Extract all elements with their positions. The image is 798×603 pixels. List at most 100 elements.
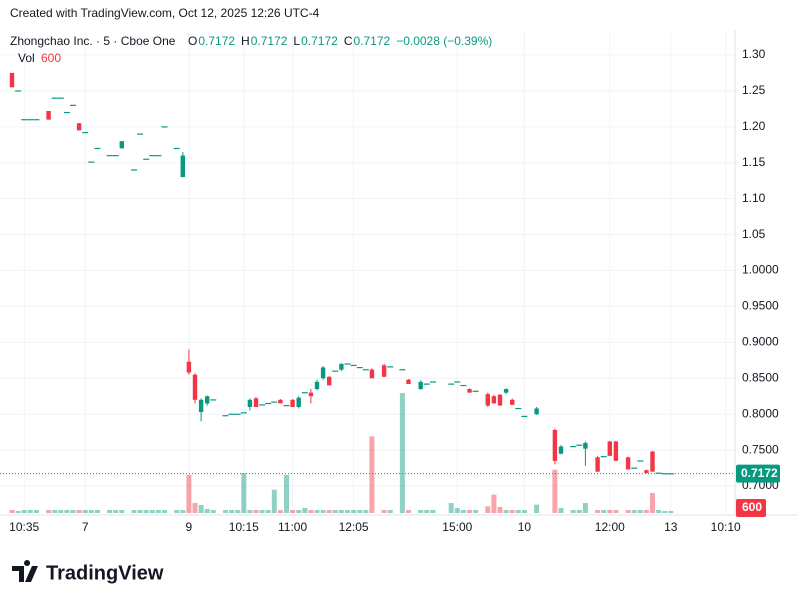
volume-bar bbox=[418, 510, 424, 513]
candle-body bbox=[631, 467, 638, 469]
volume-bar bbox=[637, 510, 643, 513]
volume-bar bbox=[137, 510, 143, 513]
volume-bar bbox=[76, 510, 82, 513]
candle-body bbox=[650, 451, 655, 472]
volume-bar bbox=[369, 436, 375, 513]
candle-body bbox=[15, 90, 22, 92]
candle-body bbox=[198, 399, 204, 413]
y-tick-label: 1.20 bbox=[742, 119, 766, 133]
candle-body bbox=[112, 155, 119, 157]
volume-bar bbox=[21, 510, 27, 513]
candle-body bbox=[661, 473, 668, 475]
y-tick-label: 0.9500 bbox=[742, 299, 779, 313]
x-tick-label: 10 bbox=[518, 520, 532, 534]
volume-bar bbox=[515, 510, 521, 513]
legend-value: 0.7172 bbox=[251, 34, 288, 48]
candle-body bbox=[228, 413, 235, 415]
candle-body bbox=[51, 97, 58, 99]
volume-bar bbox=[186, 475, 192, 513]
x-tick-label: 12:00 bbox=[595, 520, 625, 534]
volume-bar bbox=[296, 510, 302, 513]
candle-body bbox=[222, 415, 229, 417]
volume-bar bbox=[467, 510, 472, 513]
volume-bar bbox=[174, 510, 180, 513]
candle-body bbox=[161, 126, 168, 128]
volume-bar bbox=[650, 493, 655, 513]
volume-bar bbox=[454, 508, 460, 513]
candle-body bbox=[356, 366, 363, 369]
candle-body bbox=[106, 155, 113, 157]
volume-bar bbox=[235, 510, 241, 513]
candle-body bbox=[387, 366, 394, 368]
candle-body bbox=[644, 470, 649, 474]
candle-body bbox=[534, 408, 539, 415]
candle-body bbox=[283, 405, 290, 407]
created-note: Created with TradingView.com, Oct 12, 20… bbox=[10, 6, 320, 20]
candle-body bbox=[149, 155, 156, 157]
y-tick-label: 1.25 bbox=[742, 83, 766, 97]
y-tick-label: 1.10 bbox=[742, 191, 766, 205]
candle-body bbox=[21, 119, 28, 121]
candle-body bbox=[491, 396, 497, 404]
volume-bar bbox=[107, 510, 113, 513]
volume-bar bbox=[381, 510, 387, 513]
volume-bar bbox=[259, 510, 265, 513]
x-tick-label: 7 bbox=[82, 520, 89, 534]
volume-bar bbox=[155, 510, 161, 513]
candle-body bbox=[192, 374, 198, 400]
candle-body bbox=[88, 161, 95, 163]
volume-bar bbox=[210, 510, 216, 513]
volume-bar bbox=[662, 511, 668, 513]
volume-bar bbox=[204, 509, 210, 513]
volume-bar bbox=[131, 510, 137, 513]
candle-body bbox=[655, 472, 662, 474]
legend-value: 0.7172 bbox=[198, 34, 235, 48]
volume-bar bbox=[503, 510, 509, 513]
candle-body bbox=[278, 399, 283, 404]
volume-bar bbox=[70, 510, 76, 513]
candle-body bbox=[423, 383, 430, 385]
volume-bar bbox=[509, 510, 515, 513]
candle-body bbox=[613, 441, 619, 461]
volume-bar bbox=[290, 510, 296, 513]
volume-bar bbox=[314, 510, 320, 513]
candle-body bbox=[180, 155, 185, 178]
volume-bar bbox=[643, 510, 649, 513]
volume-bar bbox=[253, 510, 259, 513]
candle-body bbox=[57, 97, 64, 99]
volume-bar bbox=[351, 510, 357, 513]
volume-bar bbox=[595, 510, 601, 513]
volume-bar bbox=[94, 510, 100, 513]
volume-bar bbox=[302, 508, 308, 513]
candle-body bbox=[583, 442, 588, 449]
candle-body bbox=[186, 361, 192, 373]
y-tick-label: 1.0000 bbox=[742, 263, 779, 277]
candle-body bbox=[143, 158, 150, 160]
volume-bar bbox=[521, 510, 527, 513]
volume-bar bbox=[491, 494, 497, 513]
last-volume-label: 600 bbox=[742, 500, 762, 514]
volume-bar bbox=[558, 508, 564, 513]
volume-bar bbox=[247, 510, 253, 513]
candle-body bbox=[625, 457, 631, 470]
volume-bar bbox=[485, 506, 491, 513]
candle-body bbox=[234, 413, 241, 415]
candle-body bbox=[460, 384, 467, 387]
candle-body bbox=[33, 119, 40, 121]
candle-body bbox=[552, 429, 558, 461]
volume-bar bbox=[88, 510, 94, 513]
candle-body bbox=[290, 399, 295, 408]
logo: TradingView bbox=[12, 560, 164, 584]
marks bbox=[0, 72, 735, 513]
volume-bar bbox=[668, 511, 674, 513]
volume-bar bbox=[430, 510, 436, 513]
candle-body bbox=[576, 444, 583, 446]
volume-bar bbox=[229, 510, 235, 513]
candle-body bbox=[308, 392, 314, 397]
candle-body bbox=[314, 381, 320, 390]
candle-body bbox=[253, 398, 259, 408]
candle-body bbox=[510, 399, 515, 405]
candle-body bbox=[76, 123, 82, 131]
candle-body bbox=[448, 383, 455, 385]
